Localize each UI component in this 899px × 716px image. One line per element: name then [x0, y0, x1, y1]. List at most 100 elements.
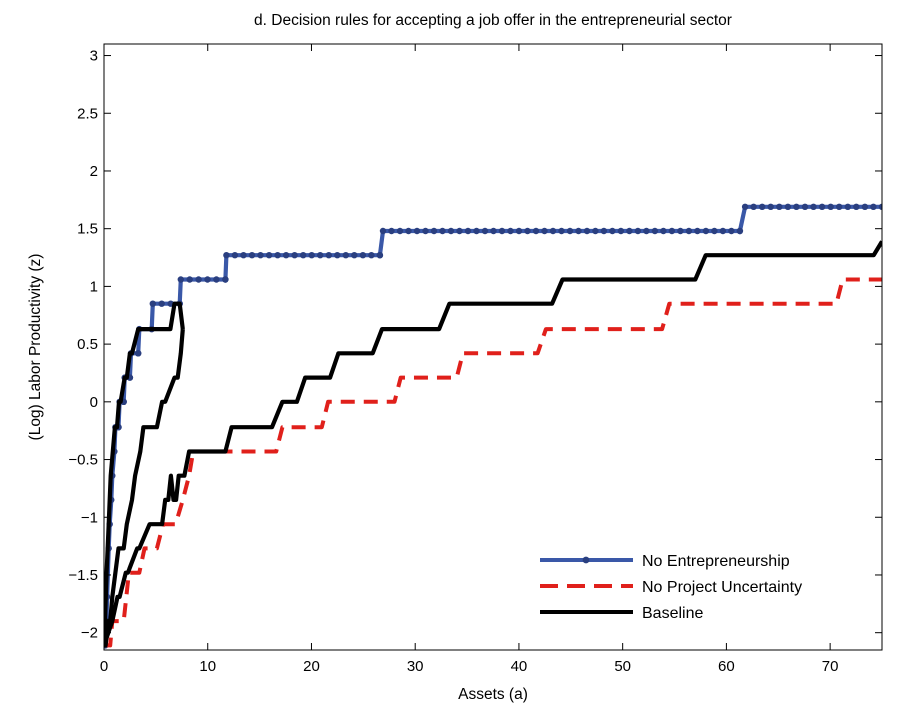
- series-marker: [600, 227, 608, 235]
- series-marker: [643, 227, 650, 235]
- x-tick-label: 0: [100, 658, 108, 675]
- series-marker: [368, 252, 375, 259]
- series-marker: [702, 227, 710, 235]
- series-marker: [447, 227, 455, 235]
- series-marker: [282, 252, 290, 259]
- series-marker: [801, 203, 809, 210]
- series-marker: [456, 227, 463, 235]
- series-marker: [405, 227, 412, 235]
- series-marker: [342, 252, 349, 259]
- series-marker: [878, 203, 882, 210]
- series-marker: [265, 252, 273, 259]
- series-marker: [776, 203, 783, 210]
- y-tick-label: −0.5: [68, 452, 98, 469]
- series-marker: [498, 227, 506, 235]
- series-marker: [694, 227, 701, 235]
- series-marker: [784, 203, 792, 210]
- series-marker: [464, 227, 472, 235]
- x-tick-label: 50: [614, 658, 631, 675]
- legend-label: No Project Uncertainty: [642, 579, 802, 596]
- series-marker: [524, 227, 531, 235]
- legend-item: Baseline: [540, 605, 703, 622]
- series-marker: [810, 203, 817, 210]
- axes: 0 10 20 30 40 50 60 70 −2 −1.5 −1 −0.5 0 0.5 1 1.5 2 2.5 3: [68, 43, 883, 675]
- series-marker: [388, 227, 395, 235]
- series-marker: [177, 276, 184, 283]
- y-tick-label: 1.5: [77, 221, 98, 238]
- series-marker: [668, 227, 676, 235]
- series-marker: [558, 227, 565, 235]
- series-marker: [376, 252, 384, 259]
- series-marker: [413, 227, 421, 235]
- legend-item: No Entrepreneurship: [540, 553, 790, 570]
- series-marker: [541, 227, 548, 235]
- series-marker: [626, 227, 633, 235]
- series-marker: [231, 252, 239, 259]
- series-marker: [430, 227, 438, 235]
- series-marker: [195, 276, 202, 283]
- series-no-project-uncertainty: [104, 277, 882, 648]
- series-marker: [575, 227, 582, 235]
- series-marker: [685, 227, 693, 235]
- plot-area: [104, 203, 882, 649]
- x-axis-label: Assets (a): [458, 686, 528, 703]
- x-tick-label: 30: [407, 658, 424, 675]
- y-tick-label: 3: [90, 48, 98, 65]
- series-marker: [566, 227, 574, 235]
- series-marker: [317, 252, 324, 259]
- series-marker: [861, 203, 869, 210]
- legend-item: No Project Uncertainty: [540, 579, 802, 596]
- x-tick-label: 60: [718, 658, 735, 675]
- series-marker: [396, 227, 404, 235]
- series-marker: [257, 252, 264, 259]
- series-line: [104, 277, 882, 648]
- series-marker: [135, 350, 142, 357]
- x-tick-label: 40: [511, 658, 528, 675]
- series-marker: [793, 203, 800, 210]
- series-marker: [223, 252, 230, 259]
- series-marker: [291, 252, 298, 259]
- legend-label: No Entrepreneurship: [642, 553, 790, 570]
- series-marker: [473, 227, 480, 235]
- series-marker: [379, 227, 387, 235]
- series-marker: [583, 227, 591, 235]
- y-tick-label: 1: [90, 278, 98, 295]
- y-tick-label: −1: [81, 509, 98, 526]
- series-marker: [651, 227, 659, 235]
- series-marker: [609, 227, 616, 235]
- series-marker: [515, 227, 523, 235]
- x-tick-label: 70: [822, 658, 839, 675]
- series-marker: [711, 227, 718, 235]
- plot-frame: [103, 43, 883, 651]
- series-marker: [325, 252, 332, 259]
- series-marker: [660, 227, 667, 235]
- series-marker: [359, 252, 367, 259]
- series-marker: [677, 227, 684, 235]
- series-line: [104, 301, 185, 646]
- series-marker: [532, 227, 540, 235]
- series-marker: [549, 227, 557, 235]
- series-marker: [186, 276, 193, 283]
- series-marker: [827, 203, 834, 210]
- legend-label: Baseline: [642, 605, 703, 622]
- series-marker: [741, 203, 749, 210]
- y-tick-label: 2.5: [77, 105, 98, 122]
- series-marker: [750, 203, 757, 210]
- series-marker: [222, 276, 229, 283]
- series-marker: [240, 252, 247, 259]
- series-marker: [507, 227, 514, 235]
- series-marker: [149, 300, 156, 307]
- series-line: [104, 328, 185, 648]
- series-marker: [836, 203, 843, 210]
- series-marker: [274, 252, 281, 259]
- series-marker: [351, 252, 358, 259]
- series-marker: [818, 203, 826, 210]
- series-marker: [439, 227, 446, 235]
- y-tick-label: −2: [81, 625, 98, 642]
- legend-marker: [582, 556, 590, 564]
- y-tick-label: 0: [90, 394, 98, 411]
- x-tick-label: 20: [303, 658, 320, 675]
- series-marker: [728, 227, 735, 235]
- series-marker: [870, 203, 877, 210]
